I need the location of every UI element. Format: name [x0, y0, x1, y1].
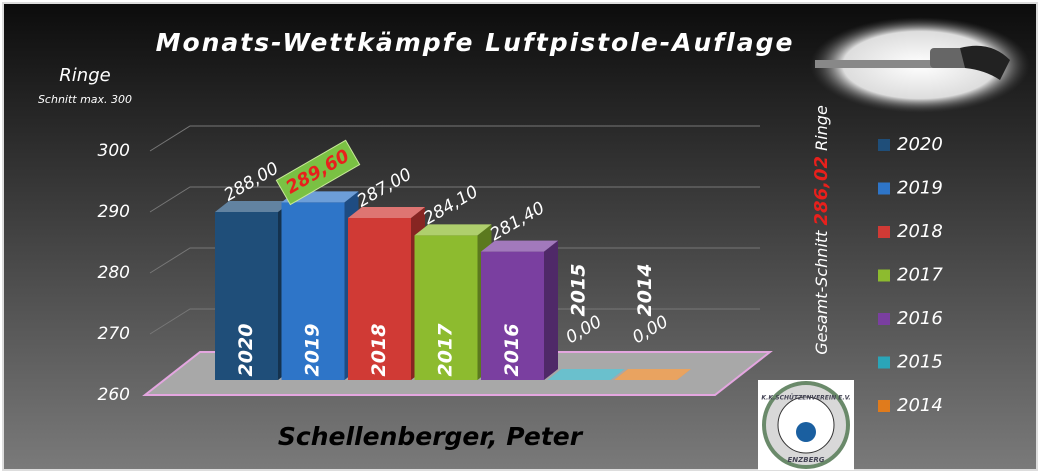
legend-label: 2019	[897, 178, 943, 199]
bar-category-label: 2016	[501, 324, 523, 377]
legend-label: 2016	[897, 308, 943, 329]
bar-top-shade	[348, 207, 425, 218]
bar-category-label: 2018	[368, 324, 390, 377]
bar-group	[481, 240, 558, 380]
y-tick-label: 290	[98, 202, 130, 222]
legend-label: 2015	[897, 352, 943, 373]
bar-category-label: 2020	[235, 324, 257, 377]
annotation: Gesamt-Schnitt 286,02 Ringe	[811, 105, 832, 355]
gun-image	[810, 17, 1030, 113]
y-axis-label: Ringe	[59, 65, 110, 86]
legend-label: 2018	[897, 221, 943, 242]
grid-line	[149, 125, 760, 152]
legend-swatch	[878, 400, 890, 412]
annotation-suffix: Ringe	[812, 105, 831, 151]
y-axis-sublabel: Schnitt max. 300	[38, 93, 132, 106]
bar-top-shade	[481, 240, 558, 252]
bar-category-label: 2014	[634, 264, 656, 317]
bar	[281, 202, 345, 380]
bar-top	[348, 207, 425, 218]
bar-side-shade	[544, 240, 558, 380]
logo-top: K.K.SCHÜTZENVEREIN E.V.	[761, 395, 850, 402]
bar-top-shade	[547, 369, 625, 380]
legend-swatch	[878, 182, 890, 195]
bar-top	[614, 369, 691, 380]
bar-side	[544, 240, 558, 380]
bar-group	[547, 369, 625, 380]
legend-label: 2020	[897, 134, 943, 155]
bar-category-label: 2019	[302, 324, 324, 377]
logo: K.K.SCHÜTZENVEREIN E.V. ENZBERG	[758, 380, 854, 470]
bar-top	[414, 224, 492, 236]
bar-group	[614, 369, 691, 380]
grid-line	[149, 308, 760, 335]
bar-category-label: 2015	[568, 264, 590, 317]
y-tick-label: 300	[98, 141, 130, 161]
y-tick-label: 260	[98, 385, 130, 405]
bar-category-label: 2017	[435, 323, 457, 377]
bar	[348, 218, 411, 380]
legend-swatch	[878, 139, 890, 151]
footer: Schellenberger, Peter	[278, 422, 584, 451]
bar-top	[481, 240, 558, 252]
value-label-highlight	[275, 139, 361, 206]
chart-title: Monats-Wettkämpfe Luftpistole-Auflage	[156, 28, 795, 57]
logo-bottom: ENZBERG	[788, 456, 825, 464]
bar	[481, 251, 544, 380]
legend-label: 2014	[897, 395, 943, 416]
bar-top-shade	[614, 369, 691, 380]
bar	[414, 235, 478, 380]
bar-top	[215, 201, 292, 212]
y-tick-label: 280	[98, 263, 130, 283]
bar	[215, 212, 278, 380]
bar-top-shade	[215, 201, 292, 212]
legend-swatch	[878, 313, 890, 325]
annotation-value: 286,02	[811, 156, 832, 225]
grid-line	[149, 186, 760, 213]
annotation-prefix: Gesamt-Schnitt	[812, 230, 831, 355]
legend-swatch	[878, 269, 890, 282]
y-tick-label: 270	[98, 324, 130, 344]
grid-line	[149, 247, 760, 274]
legend-label: 2017	[897, 265, 943, 286]
legend-swatch	[878, 226, 890, 238]
bar-top-shade	[414, 224, 492, 236]
bar-top	[547, 369, 625, 380]
legend-swatch	[878, 356, 890, 369]
